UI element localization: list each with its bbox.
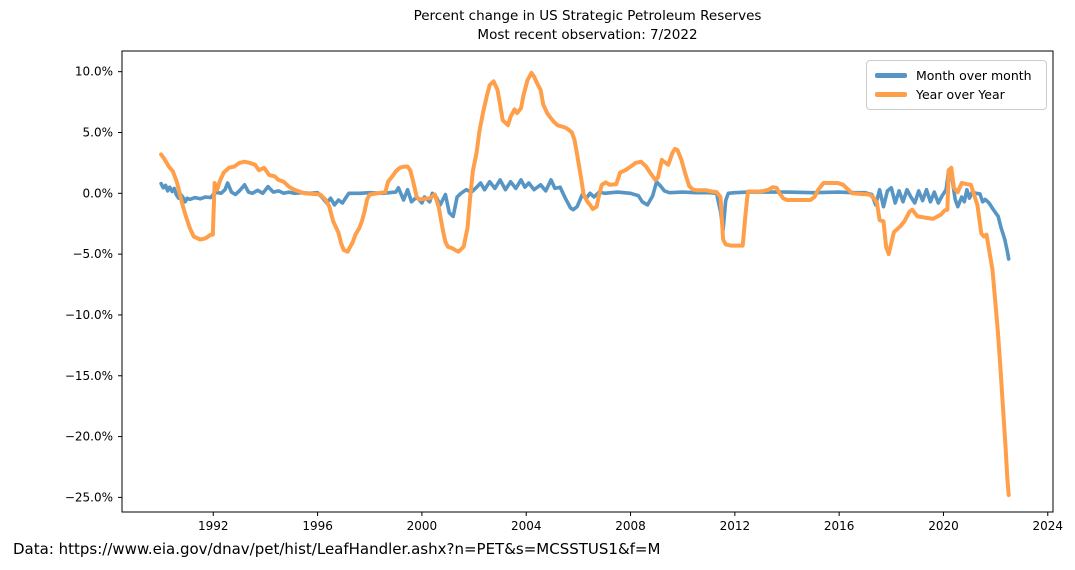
x-tick-label: 2012 [720,519,751,533]
x-tick-label: 1992 [198,519,229,533]
x-tick-label: 2016 [824,519,855,533]
y-tick-label: −20.0% [65,430,113,444]
chart-title: Percent change in US Strategic Petroleum… [122,7,1053,45]
x-tick-label: 2020 [928,519,959,533]
series-line-year-over-year [159,70,1011,497]
data-source-note: Data: https://www.eia.gov/dnav/pet/hist/… [13,540,661,558]
axes-box [121,50,1054,513]
legend-item-month-over-month: Month over month [875,66,1038,85]
legend-line-sample-orange [875,92,907,97]
legend-line-sample-blue [875,73,907,78]
legend: Month over month Year over Year [866,60,1047,110]
y-tick-label: −25.0% [65,490,113,504]
x-tick-label: 2000 [407,519,438,533]
x-tick-label: 2008 [615,519,646,533]
x-tick-label: 1996 [302,519,333,533]
legend-item-year-over-year: Year over Year [875,85,1038,104]
chart-title-line1: Percent change in US Strategic Petroleum… [413,8,762,24]
y-tick-label: −10.0% [65,308,113,322]
chart-title-line2: Most recent observation: 7/2022 [477,27,698,43]
y-tick-label: 5.0% [83,125,114,139]
plot-border [121,50,1054,513]
series-line-month-over-month [159,168,1011,261]
x-tick-label: 2004 [511,519,542,533]
x-tick-label: 2024 [1033,519,1064,533]
y-tick-label: −15.0% [65,369,113,383]
y-tick-label: 10.0% [75,65,113,79]
y-axis: 10.0% 5.0% 0.0% −5.0% −10.0% −15.0% −20.0% −25.… [65,65,122,504]
legend-label: Year over Year [916,87,1005,102]
x-axis: 1992 1996 2000 2004 2008 2012 2016 2020 2024 [198,512,1063,533]
series-layer [159,70,1011,497]
y-tick-label: −5.0% [72,247,113,261]
y-tick-label: 0.0% [83,186,114,200]
legend-label: Month over month [916,68,1032,83]
